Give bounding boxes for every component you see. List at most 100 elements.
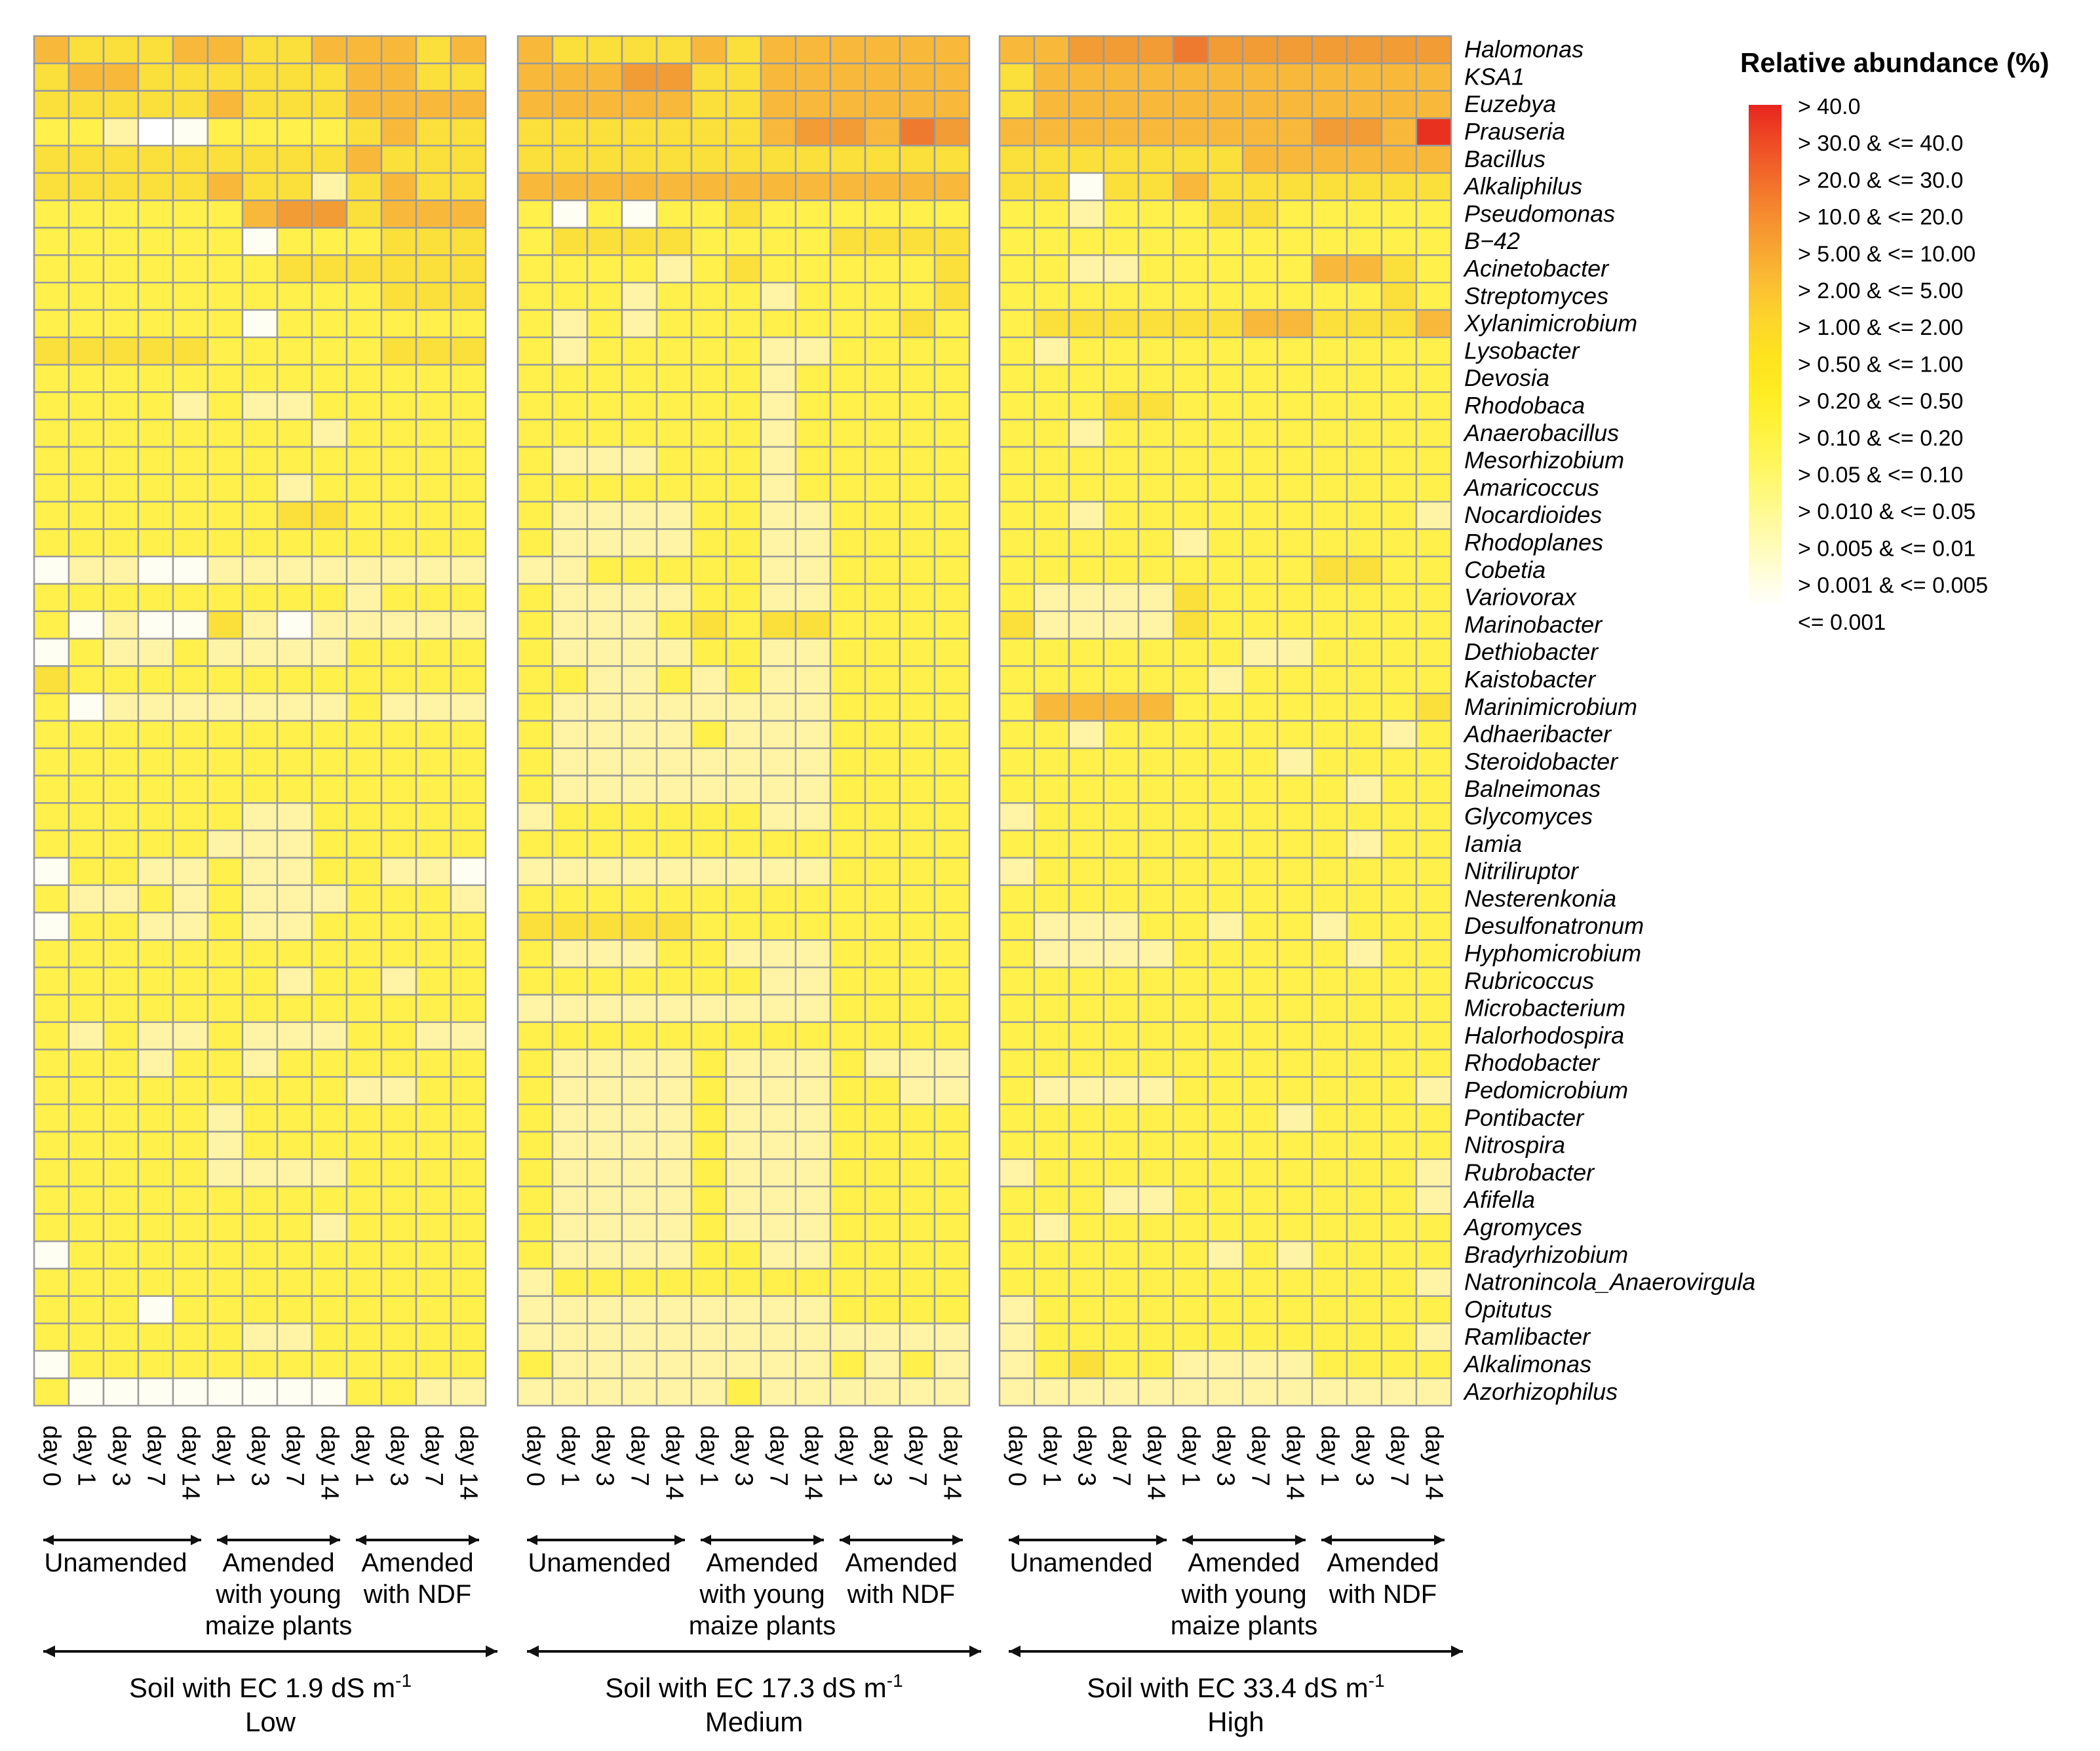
heatmap-cell (725, 912, 762, 941)
heatmap-cell (586, 391, 623, 421)
heatmap-cell (415, 993, 452, 1024)
heatmap-cell (690, 884, 728, 914)
heatmap-cell (380, 309, 418, 339)
heatmap-cell (68, 336, 105, 366)
heatmap-cell (1068, 1103, 1105, 1133)
heatmap-cell (899, 199, 936, 229)
heatmap-cell (33, 309, 70, 339)
heatmap-cell (450, 993, 487, 1024)
heatmap-cell (102, 856, 140, 887)
genus-label: Adhaeribacter (1463, 721, 1612, 748)
heatmap-cell (450, 254, 487, 284)
heatmap-cell (172, 775, 209, 804)
legend-bin-label: > 0.010 & <= 0.05 (1798, 499, 1975, 524)
column-label: day 3 (385, 1425, 413, 1486)
heatmap-cell (864, 117, 901, 147)
heatmap-cell (137, 638, 174, 667)
heatmap-cell (311, 829, 348, 859)
heatmap-cell (1241, 281, 1279, 311)
heatmap-cell (33, 1076, 70, 1106)
genus-label: Nitrospira (1464, 1132, 1565, 1159)
heatmap-cell (33, 144, 70, 174)
heatmap-cell (415, 227, 452, 256)
heatmap-cell (1415, 281, 1452, 311)
heatmap-cell (380, 528, 418, 558)
heatmap-cell (380, 254, 418, 284)
heatmap-cell (1137, 638, 1175, 667)
genus-label: Euzebya (1464, 90, 1556, 117)
heatmap-cell (415, 446, 452, 476)
heatmap-cell (1102, 336, 1140, 366)
heatmap-cell (415, 391, 452, 421)
heatmap-cell (172, 912, 209, 941)
heatmap-cell (1241, 1158, 1279, 1187)
heatmap-cell (864, 1103, 901, 1133)
heatmap-cell (276, 692, 313, 722)
heatmap-cell (380, 665, 418, 695)
heatmap-cell (206, 446, 244, 476)
heatmap-cell (551, 309, 589, 339)
heatmap-cell (311, 1213, 348, 1242)
heatmap-cell (415, 1240, 452, 1270)
heatmap-cell (1102, 1049, 1140, 1078)
heatmap-cell (1172, 254, 1209, 284)
heatmap-cell (1033, 62, 1070, 92)
heatmap-cell (690, 1185, 728, 1215)
heatmap-cell (1415, 528, 1452, 558)
heatmap-cell (206, 35, 244, 65)
heatmap-cell (68, 172, 105, 202)
heatmap-cell (760, 281, 797, 311)
heatmap-cell (241, 35, 279, 65)
heatmap-cell (33, 1322, 70, 1352)
heatmap-cell (725, 336, 762, 366)
heatmap-cell (933, 227, 971, 256)
heatmap-cell (311, 62, 348, 92)
heatmap-cell (276, 884, 313, 914)
heatmap-cell (794, 966, 832, 996)
heatmap-cell (1172, 309, 1209, 339)
heatmap-cell (33, 528, 70, 558)
heatmap-cell (450, 747, 487, 777)
heatmap-cell (829, 610, 866, 640)
heatmap-cell (311, 1322, 348, 1352)
heatmap-cell (829, 418, 866, 448)
heatmap-cell (1311, 939, 1348, 969)
heatmap-cell (1415, 775, 1452, 804)
heatmap-cell (551, 418, 589, 448)
heatmap-cell (1346, 665, 1383, 695)
heatmap-cell (551, 117, 589, 147)
heatmap-cell (1033, 720, 1070, 750)
heatmap-cell (933, 1350, 971, 1379)
heatmap-cell (241, 720, 279, 750)
heatmap-cell (345, 35, 383, 65)
heatmap-cell (1102, 1267, 1140, 1298)
heatmap-cell (621, 720, 658, 750)
heatmap-cell (690, 254, 728, 284)
heatmap-cell (864, 336, 901, 366)
heatmap-cell (1207, 1213, 1244, 1242)
heatmap-cell (1033, 90, 1070, 119)
heatmap-cell (1380, 1021, 1418, 1050)
heatmap-cell (998, 802, 1036, 832)
heatmap-cell (1276, 1021, 1313, 1050)
heatmap-cell (276, 227, 313, 256)
heatmap-cell (1102, 775, 1140, 804)
heatmap-cell (760, 747, 797, 777)
heatmap-cell (1241, 62, 1279, 92)
genus-label: Alkaliphilus (1463, 173, 1582, 200)
heatmap-cell (690, 912, 728, 941)
heatmap-cell (551, 1021, 589, 1050)
heatmap-cell (1068, 90, 1105, 119)
heatmap-cell (415, 1322, 452, 1352)
heatmap-cell (1241, 1076, 1279, 1106)
column-label: day 14 (1420, 1425, 1448, 1500)
heatmap-cell (1172, 227, 1209, 256)
heatmap-cell (1137, 35, 1175, 65)
heatmap-cell (1241, 1322, 1279, 1352)
heatmap-cell (206, 856, 244, 887)
heatmap-cell (380, 144, 418, 174)
heatmap-cell (794, 1240, 832, 1270)
heatmap-cell (380, 364, 418, 393)
heatmap-cell (516, 610, 554, 640)
heatmap-cell (760, 966, 797, 996)
